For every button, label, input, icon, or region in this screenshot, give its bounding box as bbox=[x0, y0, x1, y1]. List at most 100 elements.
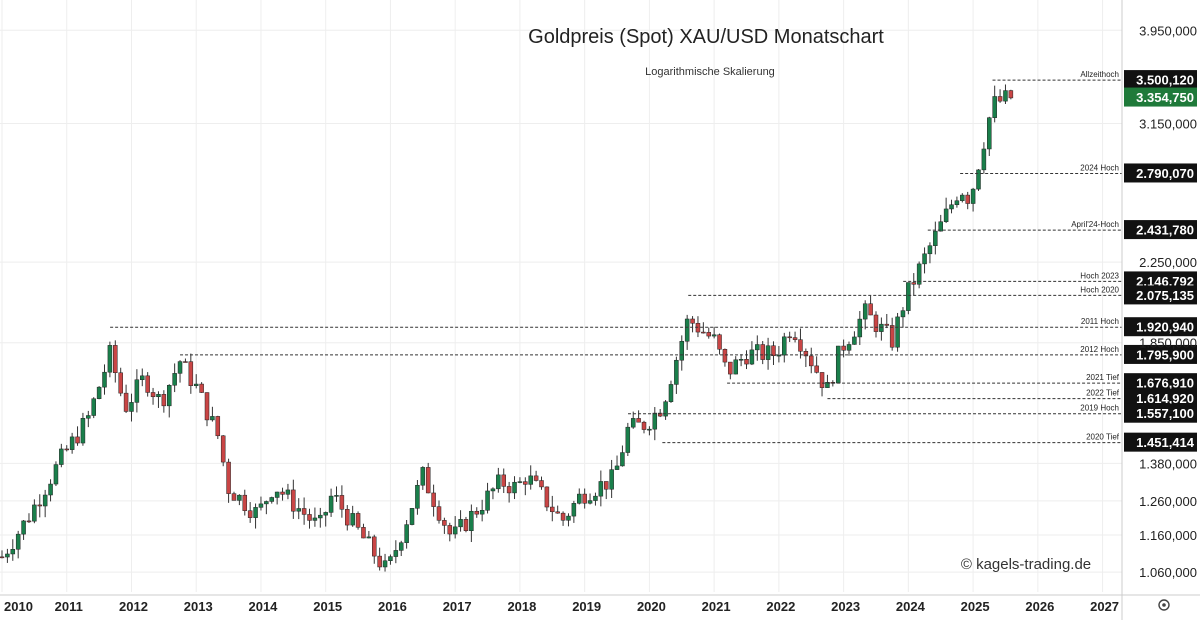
candle-body bbox=[447, 525, 453, 535]
level-price-label: 1.920,940 bbox=[1136, 320, 1194, 335]
candle-body bbox=[361, 527, 366, 539]
candle-body bbox=[53, 464, 59, 485]
candle-body bbox=[620, 452, 625, 467]
level-lines: Allzeithoch 3.500,120 2024 Hoch 2.790,070 Ap… bbox=[110, 70, 1197, 452]
candle-body bbox=[728, 361, 733, 375]
candle-body bbox=[366, 536, 372, 539]
candle-body bbox=[970, 188, 976, 204]
candle-body bbox=[577, 493, 582, 504]
level-price-box bbox=[1124, 388, 1197, 408]
chart-title: Goldpreis (Spot) XAU/USD Monatschart bbox=[528, 26, 884, 48]
level-annotation: Hoch 2023 bbox=[1080, 271, 1119, 280]
level-annotation: 2011 Hoch bbox=[1081, 317, 1119, 326]
candle-body bbox=[533, 475, 539, 481]
x-tick-label: 2015 bbox=[313, 599, 342, 614]
candle-body bbox=[916, 263, 922, 285]
candle-body bbox=[722, 348, 728, 363]
candle-body bbox=[231, 493, 237, 501]
candle-body bbox=[463, 519, 469, 531]
candle-body bbox=[889, 325, 895, 348]
candle-body bbox=[663, 401, 668, 417]
candle-body bbox=[96, 386, 102, 399]
y-tick-label: 1.380,000 bbox=[1139, 456, 1197, 471]
candle-body bbox=[960, 194, 965, 201]
candle-body bbox=[717, 334, 722, 350]
candle-body bbox=[86, 415, 91, 419]
candle-body bbox=[296, 508, 301, 512]
candle-body bbox=[339, 495, 345, 510]
candle-body bbox=[603, 481, 609, 490]
candle-body bbox=[258, 503, 264, 508]
candle-body bbox=[949, 204, 954, 210]
candle-body bbox=[393, 550, 399, 557]
candle-body bbox=[765, 345, 771, 360]
candle-body bbox=[442, 520, 447, 526]
candle-body bbox=[566, 515, 571, 521]
candle-body bbox=[587, 500, 593, 504]
candle-body bbox=[107, 345, 113, 373]
level-price-box bbox=[1124, 344, 1197, 364]
candle-body bbox=[652, 412, 658, 430]
candle-body bbox=[933, 230, 938, 246]
candle-body bbox=[188, 361, 194, 386]
level-annotation: 2021 Tief bbox=[1086, 373, 1120, 382]
candle-body bbox=[177, 361, 183, 374]
candle-body bbox=[5, 553, 10, 558]
level-price-label: 1.795,900 bbox=[1136, 347, 1194, 362]
candle-body bbox=[172, 373, 177, 386]
candle-body bbox=[954, 200, 960, 206]
candle-body bbox=[118, 372, 123, 394]
candle-body bbox=[123, 392, 129, 412]
candle-body bbox=[555, 511, 560, 514]
level-annotation: Allzeithoch bbox=[1080, 70, 1119, 79]
candle-body bbox=[771, 345, 776, 357]
candle-body bbox=[210, 416, 215, 421]
candle-body bbox=[264, 501, 269, 505]
candle-body bbox=[474, 510, 480, 515]
candle-body bbox=[32, 504, 37, 522]
candle-body bbox=[911, 282, 917, 285]
candle-body bbox=[927, 245, 933, 255]
candle-body bbox=[614, 465, 620, 470]
y-tick-label: 1.060,000 bbox=[1139, 565, 1197, 580]
candle-body bbox=[166, 384, 172, 407]
candle-body bbox=[690, 318, 695, 324]
current-price-label: 3.354,750 bbox=[1136, 90, 1194, 105]
candle-body bbox=[835, 345, 841, 384]
x-tick-label: 2021 bbox=[702, 599, 731, 614]
candle-body bbox=[312, 517, 318, 521]
candle-body bbox=[323, 512, 328, 516]
candle-body bbox=[598, 481, 604, 497]
candle-body bbox=[884, 323, 890, 326]
candle-body bbox=[814, 365, 819, 373]
candle-body bbox=[129, 402, 134, 412]
candle-body bbox=[59, 448, 64, 465]
candle-body bbox=[943, 208, 949, 222]
level-price-label: 1.676,910 bbox=[1136, 376, 1194, 391]
candle-body bbox=[706, 332, 711, 337]
candle-body bbox=[274, 491, 280, 498]
candle-body bbox=[452, 526, 458, 535]
candle-body bbox=[760, 344, 765, 360]
candle-body bbox=[582, 493, 587, 504]
candle-body bbox=[825, 382, 830, 388]
candle-body bbox=[819, 372, 825, 388]
settings-gear-icon[interactable] bbox=[1158, 599, 1170, 611]
candle-body bbox=[749, 349, 755, 365]
level-annotation: 2022 Tief bbox=[1086, 389, 1120, 398]
candle-body bbox=[792, 337, 798, 340]
candle-body bbox=[161, 394, 167, 407]
candle-body bbox=[501, 474, 506, 487]
candle-body bbox=[42, 494, 48, 507]
candle-body bbox=[738, 359, 744, 361]
candle-body bbox=[21, 520, 26, 535]
candle-body bbox=[102, 371, 107, 388]
candle-body bbox=[69, 436, 75, 450]
y-tick-label: 3.950,000 bbox=[1139, 23, 1197, 38]
level-price-box bbox=[1124, 163, 1197, 183]
chart-subtitle: Logarithmische Skalierung bbox=[645, 66, 775, 78]
level-annotation: April'24-Hoch bbox=[1071, 220, 1119, 229]
candle-body bbox=[37, 504, 43, 507]
level-price-label: 2.431,780 bbox=[1136, 223, 1194, 238]
level-annotation: 2024 Hoch bbox=[1080, 163, 1119, 172]
